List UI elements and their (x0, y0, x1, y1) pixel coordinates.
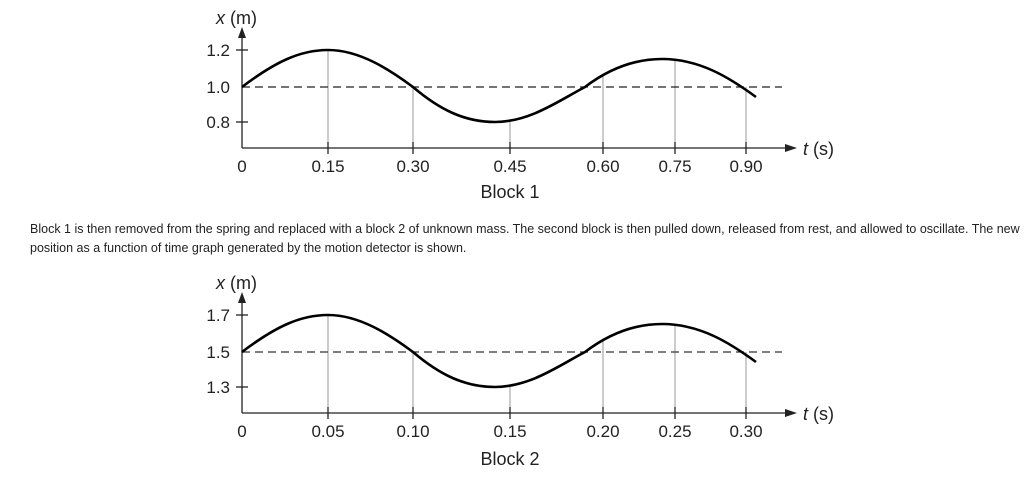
position-curve (241, 313, 757, 389)
position-curve (241, 48, 757, 124)
x-tick: 0.15 (493, 422, 526, 441)
x-tick: 0 (237, 422, 246, 441)
x-tick: 0.10 (396, 422, 429, 441)
y-tick-1.0: 1.0 (206, 78, 230, 97)
x-tick: 0.05 (311, 422, 344, 441)
chart-title: Block 2 (480, 449, 539, 469)
chart-title: Block 1 (480, 182, 539, 202)
x-axis-label: t (s) (803, 139, 834, 159)
x-tick: 0.75 (658, 157, 691, 176)
y-axis-label: x (m) (215, 8, 257, 28)
x-tick: 0.25 (658, 422, 691, 441)
x-tick: 0.90 (729, 157, 762, 176)
vertical-gridlines (327, 315, 747, 413)
x-axis-arrow-icon (785, 409, 797, 417)
y-axis-arrow-icon (238, 27, 246, 38)
y-tick-1.2: 1.2 (206, 41, 230, 60)
x-tick: 0.30 (396, 157, 429, 176)
x-axis-label: t (s) (803, 404, 834, 424)
block-1-plot: x (m) 1.2 1.0 0.8 0 0.15 0.30 0.45 0.60 … (206, 8, 834, 202)
y-tick-1.5: 1.5 (206, 343, 230, 362)
block-2-plot: x (m) 1.7 1.5 1.3 0 0.05 0.10 0.15 0.20 … (206, 273, 834, 469)
x-tick: 0.15 (311, 157, 344, 176)
x-axis-arrow-icon (785, 144, 797, 152)
y-tick-1.3: 1.3 (206, 378, 230, 397)
y-axis-arrow-icon (238, 292, 246, 303)
description-paragraph: Block 1 is then removed from the spring … (30, 222, 1020, 255)
block-1-chart: x (m) 1.2 1.0 0.8 0 0.15 0.30 0.45 0.60 … (0, 0, 1024, 210)
x-tick: 0.60 (586, 157, 619, 176)
y-axis-label: x (m) (215, 273, 257, 293)
x-tick: 0.30 (729, 422, 762, 441)
x-tick: 0.20 (586, 422, 619, 441)
x-tick: 0 (237, 157, 246, 176)
block-2-chart: x (m) 1.7 1.5 1.3 0 0.05 0.10 0.15 0.20 … (0, 265, 1024, 475)
vertical-gridlines (327, 50, 747, 148)
x-tick: 0.45 (493, 157, 526, 176)
y-tick-1.7: 1.7 (206, 306, 230, 325)
y-tick-0.8: 0.8 (206, 113, 230, 132)
